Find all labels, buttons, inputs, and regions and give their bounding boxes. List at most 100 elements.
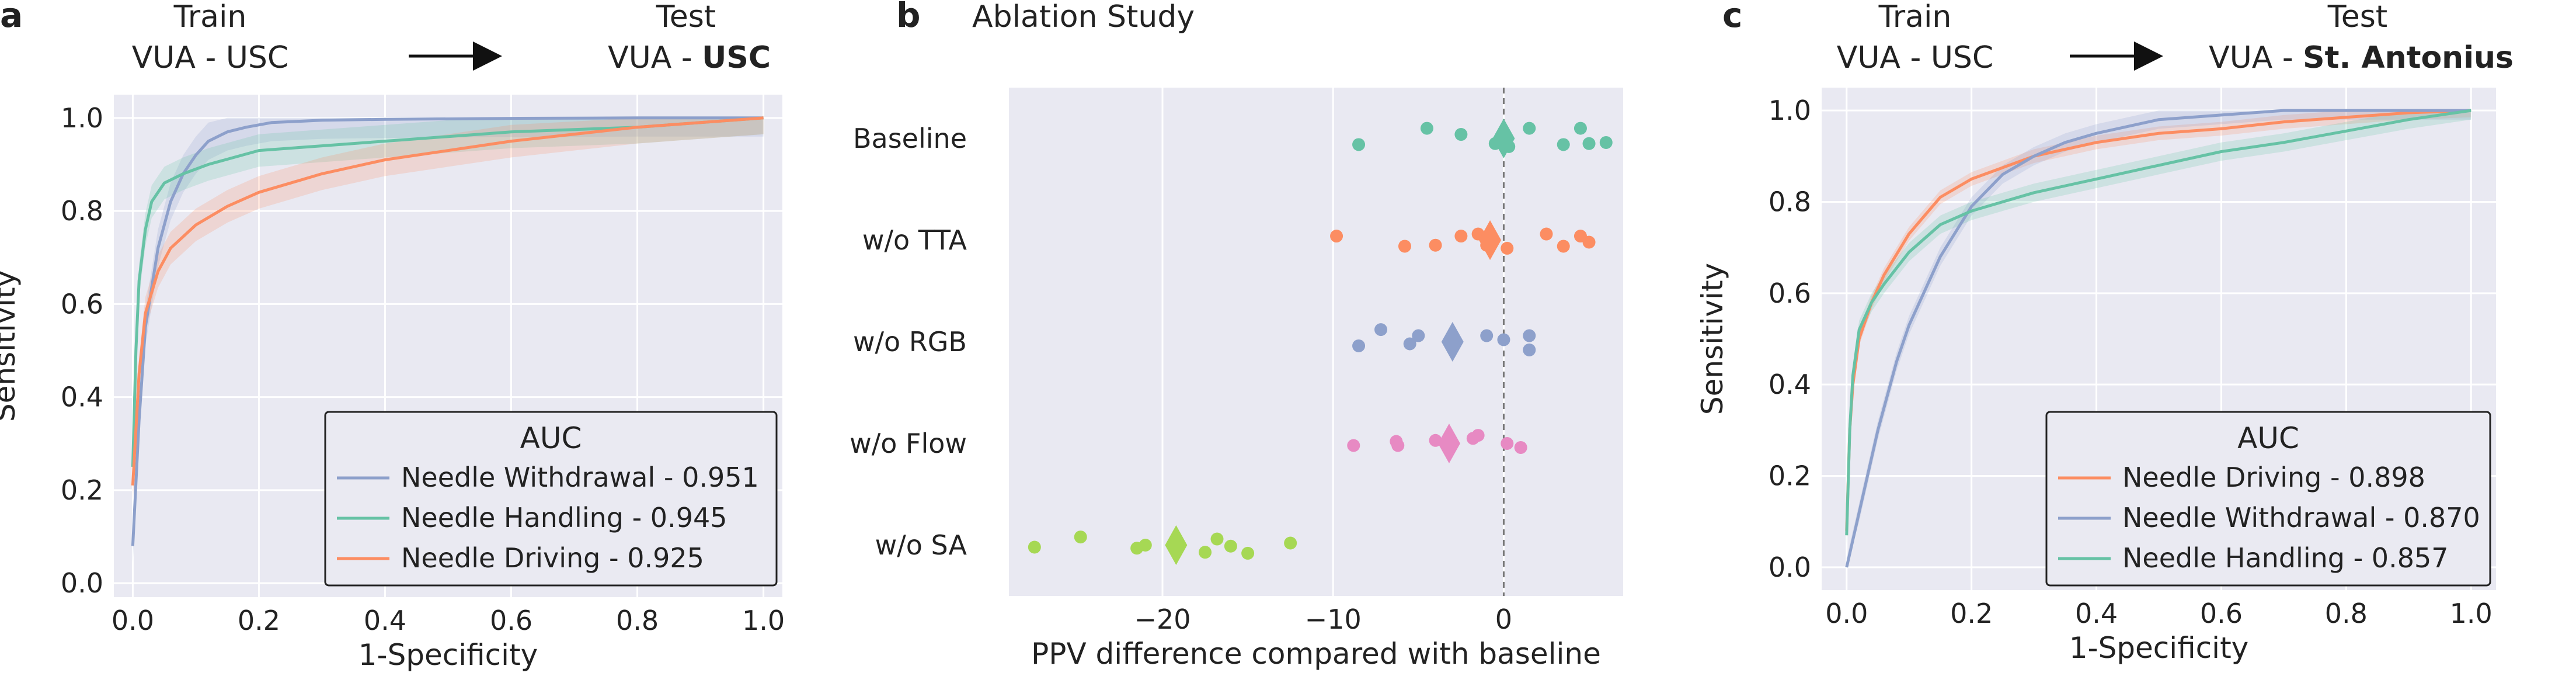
panel-a-band-needle-withdrawal bbox=[133, 117, 764, 565]
panel-b-point-w-o-rgb bbox=[1497, 333, 1510, 346]
panel-b-point-w-o-tta bbox=[1557, 240, 1570, 253]
panel-b-point-w-o-sa bbox=[1139, 539, 1152, 552]
panel-c-x-axis-title: 1-Specificity bbox=[2069, 631, 2249, 665]
panel-b-letter: b bbox=[896, 0, 921, 35]
panel-b-x-tick-label: −10 bbox=[1305, 604, 1362, 635]
panel-b-mean-marker-w-o-tta bbox=[1479, 220, 1502, 260]
panel-b-point-w-o-rgb bbox=[1523, 329, 1536, 342]
panel-b-point-w-o-flow bbox=[1514, 441, 1527, 454]
panel-b-category-label: w/o TTA bbox=[862, 224, 967, 256]
panel-c-x-tick-label: 0.4 bbox=[2075, 598, 2118, 629]
panel-b-point-w-o-flow bbox=[1347, 439, 1360, 452]
panel-b-point-baseline bbox=[1420, 122, 1433, 135]
panel-a-train-set: VUA - USC bbox=[132, 40, 288, 75]
panel-b-category-label: w/o RGB bbox=[853, 326, 967, 358]
panel-b-point-w-o-sa bbox=[1074, 531, 1087, 544]
panel-b-point-w-o-tta bbox=[1454, 230, 1468, 243]
panel-b-header: b Ablation Study bbox=[896, 0, 1195, 35]
panel-c-y-tick-label: 0.8 bbox=[1769, 186, 1811, 217]
panel-a-y-tick-label: 0.8 bbox=[61, 195, 103, 227]
panel-c-y-tick-label: 0.2 bbox=[1769, 460, 1811, 492]
panel-b-point-baseline bbox=[1582, 137, 1596, 150]
panel-c-line-needle-withdrawal bbox=[1845, 109, 2471, 568]
panel-b-x-tick-label: 0 bbox=[1495, 604, 1512, 635]
panel-c-legend-entry: Needle Withdrawal - 0.870 bbox=[2122, 502, 2480, 533]
panel-c-y-tick-label: 0.0 bbox=[1769, 552, 1811, 583]
panel-b-point-w-o-tta bbox=[1540, 227, 1553, 241]
panel-c-test-site: St. Antonius bbox=[2303, 40, 2514, 75]
panel-c-y-tick-label: 1.0 bbox=[1769, 95, 1811, 126]
panel-a-legend-entry: Needle Handling - 0.945 bbox=[401, 502, 727, 533]
panel-b-category-label: w/o SA bbox=[875, 529, 967, 561]
panel-b-point-baseline bbox=[1352, 138, 1366, 151]
panel-b-point-w-o-rgb bbox=[1523, 343, 1536, 356]
panel-b-category-label: w/o Flow bbox=[850, 428, 967, 459]
panel-c-y-axis-title: Sensitivity bbox=[1696, 263, 1729, 415]
panel-b-mean-marker-w-o-rgb bbox=[1441, 322, 1464, 362]
panel-a-x-tick-label: 0.2 bbox=[238, 605, 280, 636]
panel-a-line-needle-handling bbox=[131, 116, 764, 467]
panel-b-point-baseline bbox=[1557, 138, 1570, 151]
panel-b-point-w-o-flow bbox=[1391, 439, 1405, 452]
panel-b-point-w-o-tta bbox=[1501, 241, 1514, 255]
panel-b-point-w-o-rgb bbox=[1374, 323, 1388, 337]
panel-a-x-tick-label: 0.0 bbox=[112, 605, 154, 636]
panel-c-x-tick-label: 0.8 bbox=[2325, 598, 2368, 629]
panel-a-header: a Train VUA - USC Test VUA - USC bbox=[0, 0, 771, 75]
panel-b-point-baseline bbox=[1574, 122, 1587, 135]
panel-a-y-tick-label: 0.2 bbox=[61, 474, 103, 506]
panel-b-point-w-o-tta bbox=[1429, 238, 1442, 252]
panel-a-y-axis-title: Sensitivity bbox=[0, 270, 22, 422]
panel-c-train-set: VUA - USC bbox=[1837, 40, 1993, 75]
panel-b-category-label: Baseline bbox=[853, 123, 967, 154]
panel-b-ablation-chart: −20 −10 0 Baseline w/o TTA w/o RGB w/o Flow w/o… bbox=[850, 88, 1623, 671]
panel-b-point-w-o-tta bbox=[1582, 235, 1596, 249]
panel-b-point-baseline bbox=[1523, 122, 1536, 135]
panel-b-x-axis-title: PPV difference compared with baseline bbox=[1031, 637, 1601, 671]
panel-b-x-tick-label: −20 bbox=[1134, 604, 1190, 635]
panel-c-train-label: Train bbox=[1878, 0, 1952, 34]
panel-a-legend-entry: Needle Withdrawal - 0.951 bbox=[401, 462, 759, 493]
panel-a-test-label: Test bbox=[656, 0, 716, 34]
panel-b-mean-marker-baseline bbox=[1492, 119, 1515, 158]
panel-a-x-tick-label: 0.6 bbox=[490, 605, 532, 636]
panel-c-legend-entry: Needle Driving - 0.898 bbox=[2122, 462, 2425, 493]
panel-b-point-baseline bbox=[1599, 136, 1613, 149]
panel-b-point-w-o-rgb bbox=[1403, 337, 1416, 351]
panel-a-train-label: Train bbox=[173, 0, 247, 34]
panel-a-x-axis-title: 1-Specificity bbox=[358, 638, 538, 672]
panel-a-test-prefix: VUA - bbox=[608, 40, 702, 75]
panel-a-y-tick-label: 0.6 bbox=[61, 288, 103, 320]
panel-a-x-tick-label: 0.8 bbox=[616, 605, 659, 636]
panel-a-legend-title: AUC bbox=[520, 421, 582, 455]
panel-b-point-w-o-rgb bbox=[1412, 329, 1425, 342]
panel-a-y-tick-label: 0.0 bbox=[61, 567, 103, 599]
panel-b-point-w-o-tta bbox=[1398, 240, 1411, 253]
panel-b-point-baseline bbox=[1454, 128, 1468, 141]
panel-a-test-site: USC bbox=[702, 40, 771, 75]
panel-b-plot-area bbox=[1009, 88, 1623, 596]
panel-c-test-label: Test bbox=[2327, 0, 2387, 34]
panel-c-y-tick-label: 0.4 bbox=[1769, 369, 1811, 400]
panel-b-point-w-o-sa bbox=[1210, 532, 1224, 546]
panel-c-test-set: VUA - St. Antonius bbox=[2209, 40, 2514, 75]
panel-c-test-prefix: VUA - bbox=[2209, 40, 2303, 75]
panel-c-line-needle-handling bbox=[1845, 109, 2471, 536]
panel-b-point-w-o-flow bbox=[1471, 429, 1485, 442]
panel-b-point-w-o-sa bbox=[1199, 546, 1212, 559]
panel-b-point-w-o-sa bbox=[1224, 539, 1237, 553]
panel-c-legend-title: AUC bbox=[2237, 421, 2299, 455]
panel-b-title: Ablation Study bbox=[972, 0, 1195, 34]
panel-c-letter: c bbox=[1722, 0, 1742, 35]
panel-b-point-w-o-sa bbox=[1284, 536, 1297, 550]
panel-b-point-w-o-sa bbox=[1028, 540, 1041, 554]
panel-c-legend-box bbox=[2045, 411, 2491, 587]
panel-c-header: c Train VUA - USC Test VUA - St. Antoniu… bbox=[1722, 0, 2514, 75]
panel-a-x-tick-label: 1.0 bbox=[742, 605, 785, 636]
panel-c-legend-entry: Needle Handling - 0.857 bbox=[2122, 542, 2449, 574]
panel-a-legend-entry: Needle Driving - 0.925 bbox=[401, 542, 704, 574]
panel-b-mean-marker-w-o-sa bbox=[1165, 525, 1188, 565]
panel-b-point-w-o-rgb bbox=[1352, 339, 1366, 352]
panel-a-legend-box bbox=[324, 411, 778, 587]
panel-a-line-needle-driving bbox=[131, 116, 764, 486]
